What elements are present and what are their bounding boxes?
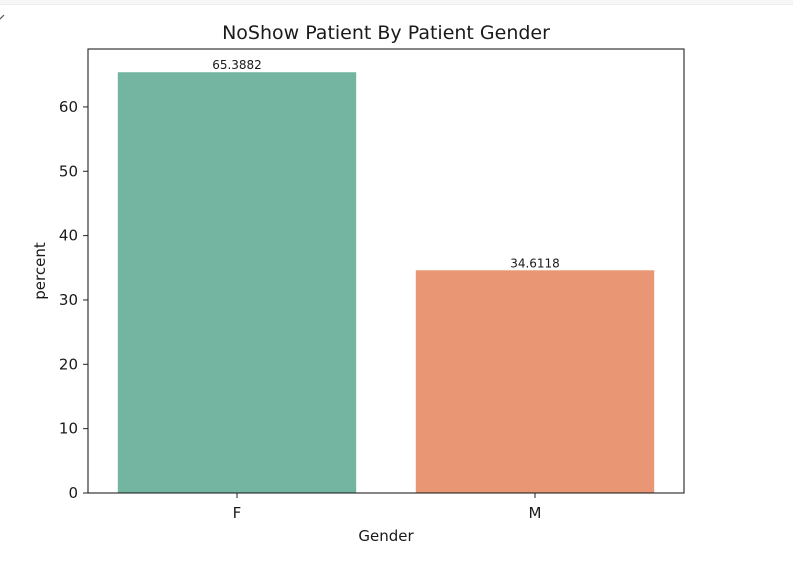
x-tick-label-F: F [233, 504, 242, 522]
bar-M [415, 270, 655, 493]
y-tick-label-30: 30 [59, 291, 78, 309]
y-tick-label-10: 10 [59, 420, 78, 438]
y-tick-label-40: 40 [59, 227, 78, 245]
corner-mark [0, 14, 5, 20]
y-tick-label-20: 20 [59, 355, 78, 373]
bar-F [117, 72, 357, 493]
chart-title: NoShow Patient By Patient Gender [222, 22, 550, 44]
y-axis: 0 10 20 30 40 50 60 [59, 98, 88, 502]
x-tick-label-M: M [529, 504, 542, 522]
plot-frame [87, 48, 685, 494]
page-top-edge [0, 0, 793, 5]
bar-value-label-M: 34.6118 [510, 256, 560, 270]
y-axis-label: percent [31, 242, 49, 300]
bar-value-labels: 65.3882 34.6118 [212, 58, 560, 270]
bars-group [117, 72, 655, 493]
y-tick-label-0: 0 [68, 484, 78, 502]
y-tick-label-50: 50 [59, 162, 78, 180]
bar-value-label-F: 65.3882 [212, 58, 262, 72]
x-axis-label: Gender [358, 527, 414, 545]
y-tick-label-60: 60 [59, 98, 78, 116]
